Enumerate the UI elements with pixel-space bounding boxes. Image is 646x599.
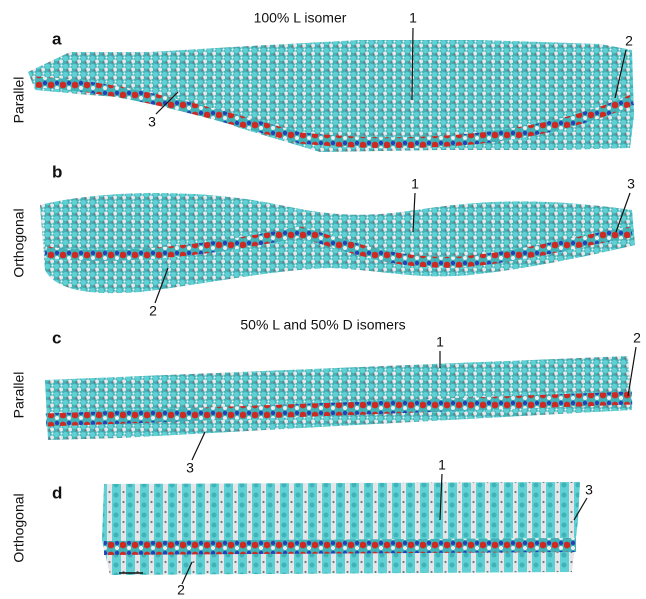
callout: 1 xyxy=(436,334,444,350)
edge-band xyxy=(104,545,576,548)
orientation-label: Parallel xyxy=(11,77,27,124)
panel-label: d xyxy=(52,483,62,502)
leader-line xyxy=(628,347,636,396)
molecular-structure xyxy=(102,482,580,575)
callout: 3 xyxy=(627,176,635,192)
orientation-label: Orthogonal xyxy=(11,208,27,277)
callout: 2 xyxy=(625,33,633,49)
callout: 3 xyxy=(186,460,194,476)
callout: 2 xyxy=(149,303,157,319)
callout: 3 xyxy=(585,482,593,498)
orientation-label: Parallel xyxy=(11,372,27,419)
panel-label: b xyxy=(52,162,62,181)
callout: 1 xyxy=(438,457,446,473)
callout: 3 xyxy=(148,114,156,130)
callout: 1 xyxy=(411,176,419,192)
figure: 100% L isomer 50% L and 50% D isomers a … xyxy=(0,0,646,599)
callout: 2 xyxy=(177,582,185,598)
orientation-label: Orthogonal xyxy=(11,493,27,562)
leader-line xyxy=(192,432,205,460)
section-title: 50% L and 50% D isomers xyxy=(240,317,405,333)
callout: 2 xyxy=(633,330,641,346)
panel-label: a xyxy=(52,29,62,48)
section-title: 100% L isomer xyxy=(254,10,347,26)
panel-label: c xyxy=(52,328,61,347)
callout: 1 xyxy=(409,10,417,26)
